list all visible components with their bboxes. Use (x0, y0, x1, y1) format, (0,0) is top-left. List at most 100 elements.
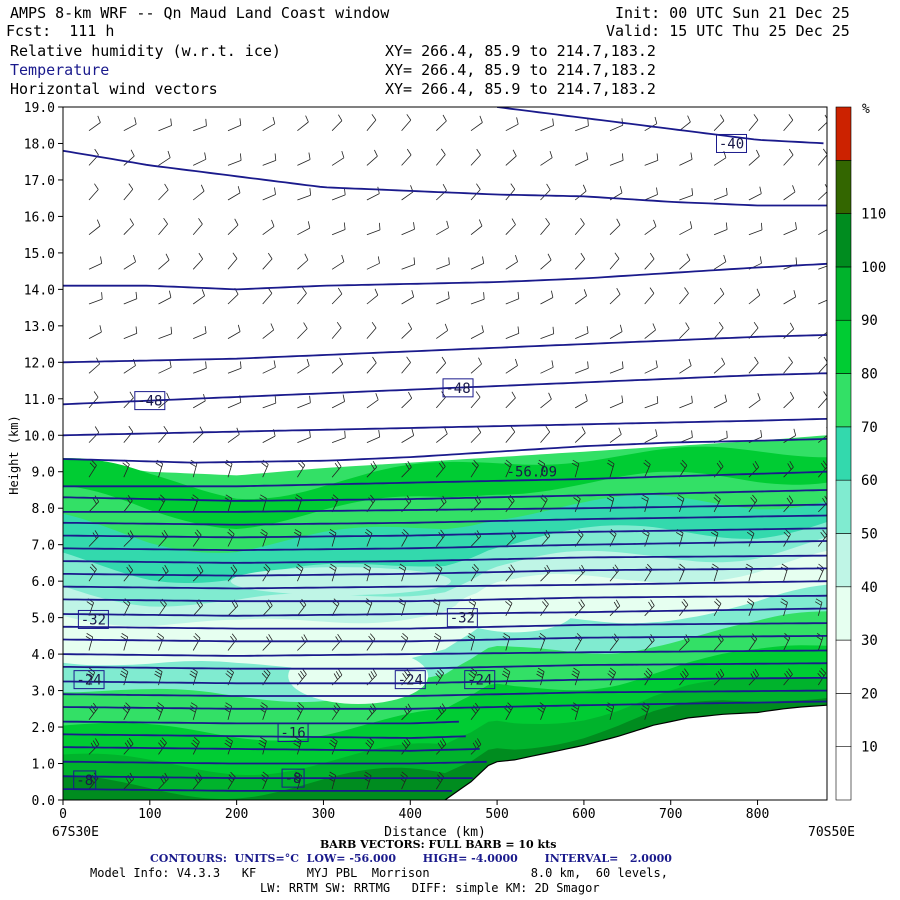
wind-barb (331, 287, 343, 305)
temperature-contour (63, 700, 827, 710)
wind-barb (331, 668, 343, 686)
temperature-contour (63, 489, 827, 502)
wind-barb (123, 117, 137, 132)
wind-barb (401, 114, 412, 131)
wind-barb (609, 153, 624, 166)
wind-barb (262, 360, 276, 374)
wind-barb (192, 252, 204, 270)
wind-barb (574, 289, 587, 305)
wind-barb (123, 391, 134, 409)
wind-barb (158, 360, 172, 374)
y-tick-label: 2.0 (32, 721, 55, 736)
wind-barb (158, 425, 169, 443)
contour-label: -24 (76, 673, 101, 689)
y-tick-label: 16.0 (24, 210, 55, 225)
wind-barb (505, 291, 520, 305)
wind-barb (401, 148, 412, 166)
wind-barb (713, 114, 725, 131)
forecast-hour: Fcst: 111 h (6, 22, 115, 40)
colorbar-tick-label: 100 (861, 260, 886, 276)
y-tick-label: 9.0 (32, 466, 55, 481)
colorbar-tick-label: 10 (861, 740, 878, 756)
wind-barb (155, 702, 164, 720)
y-axis-label: Height (km) (7, 415, 21, 494)
wind-barb (123, 772, 134, 790)
colorbar-swatch (835, 266, 852, 321)
contour-label-box (73, 770, 97, 790)
wind-barb (713, 668, 725, 686)
contour-label: -32 (81, 612, 106, 628)
wind-barb (679, 253, 691, 270)
wind-barb (88, 702, 98, 721)
wind-barb (86, 667, 96, 686)
contour-label-box (446, 608, 478, 628)
contour-label-box (281, 768, 305, 788)
wind-barb (260, 529, 268, 547)
wind-barb (748, 186, 762, 201)
wind-barb (119, 667, 129, 686)
wind-barb (574, 218, 585, 235)
wind-barb (540, 217, 550, 235)
colorbar-tick-label: 50 (861, 526, 878, 542)
wind-barb (297, 430, 311, 443)
wind-barb (505, 254, 518, 270)
wind-barb (401, 257, 416, 270)
wind-barb (609, 324, 623, 339)
wind-barb (331, 460, 342, 478)
wind-barb (260, 771, 269, 790)
colorbar-tick-label: 70 (861, 420, 878, 436)
wind-barb (123, 254, 136, 270)
contour-label: -32 (450, 611, 475, 627)
contour-label-box (277, 723, 309, 743)
wind-barb (331, 394, 345, 409)
wind-barb (504, 702, 513, 720)
colorbar-swatch (835, 479, 852, 534)
wind-barb (607, 459, 615, 478)
wind-barb (88, 325, 102, 339)
wind-barb (748, 222, 763, 236)
wind-barb (262, 187, 276, 201)
rh-dry-pocket (288, 647, 429, 704)
valid-time: Valid: 15 UTC Thu 25 Dec 25 (606, 22, 850, 40)
wind-barb (297, 115, 309, 132)
wind-barb (225, 667, 234, 686)
wind-barb (293, 771, 302, 790)
y-tick-label: 3.0 (32, 685, 55, 700)
wind-barb (748, 356, 759, 374)
y-tick-label: 7.0 (32, 539, 55, 554)
wind-barb (123, 291, 138, 305)
wind-barb (540, 598, 549, 617)
wind-barb (193, 361, 207, 374)
wind-barb (470, 256, 485, 270)
temperature-contour (63, 372, 827, 406)
wind-barb (470, 459, 479, 478)
temperature-contour (63, 622, 827, 630)
wind-barb (679, 358, 692, 374)
wind-barb (193, 152, 207, 166)
wind-barb (644, 287, 655, 305)
wind-barb (154, 667, 163, 686)
field-rh-xy: XY= 266.4, 85.9 to 214.7,183.2 (385, 42, 656, 60)
temperature-contour (63, 649, 827, 657)
wind-barb (540, 392, 552, 409)
wind-barb (224, 736, 233, 755)
wind-barb (818, 265, 827, 270)
wind-barb (366, 668, 377, 686)
wind-barb (679, 430, 693, 443)
x-tick-label: 600 (572, 807, 595, 822)
wind-barb (713, 287, 725, 305)
y-tick-label: 13.0 (24, 320, 55, 335)
wind-barb (365, 737, 375, 755)
colorbar-unit: % (862, 102, 870, 117)
wind-barb (470, 325, 484, 339)
wind-barb (331, 187, 346, 201)
contour-label-box (73, 670, 105, 690)
wind-barb (262, 396, 277, 409)
wind-barb (470, 426, 482, 443)
wind-barb (540, 118, 554, 132)
colorbar-swatch (835, 639, 852, 694)
wind-barb (297, 322, 308, 339)
wind-barb (540, 253, 552, 270)
y-tick-label: 10.0 (24, 429, 55, 444)
wind-barb (783, 114, 794, 131)
